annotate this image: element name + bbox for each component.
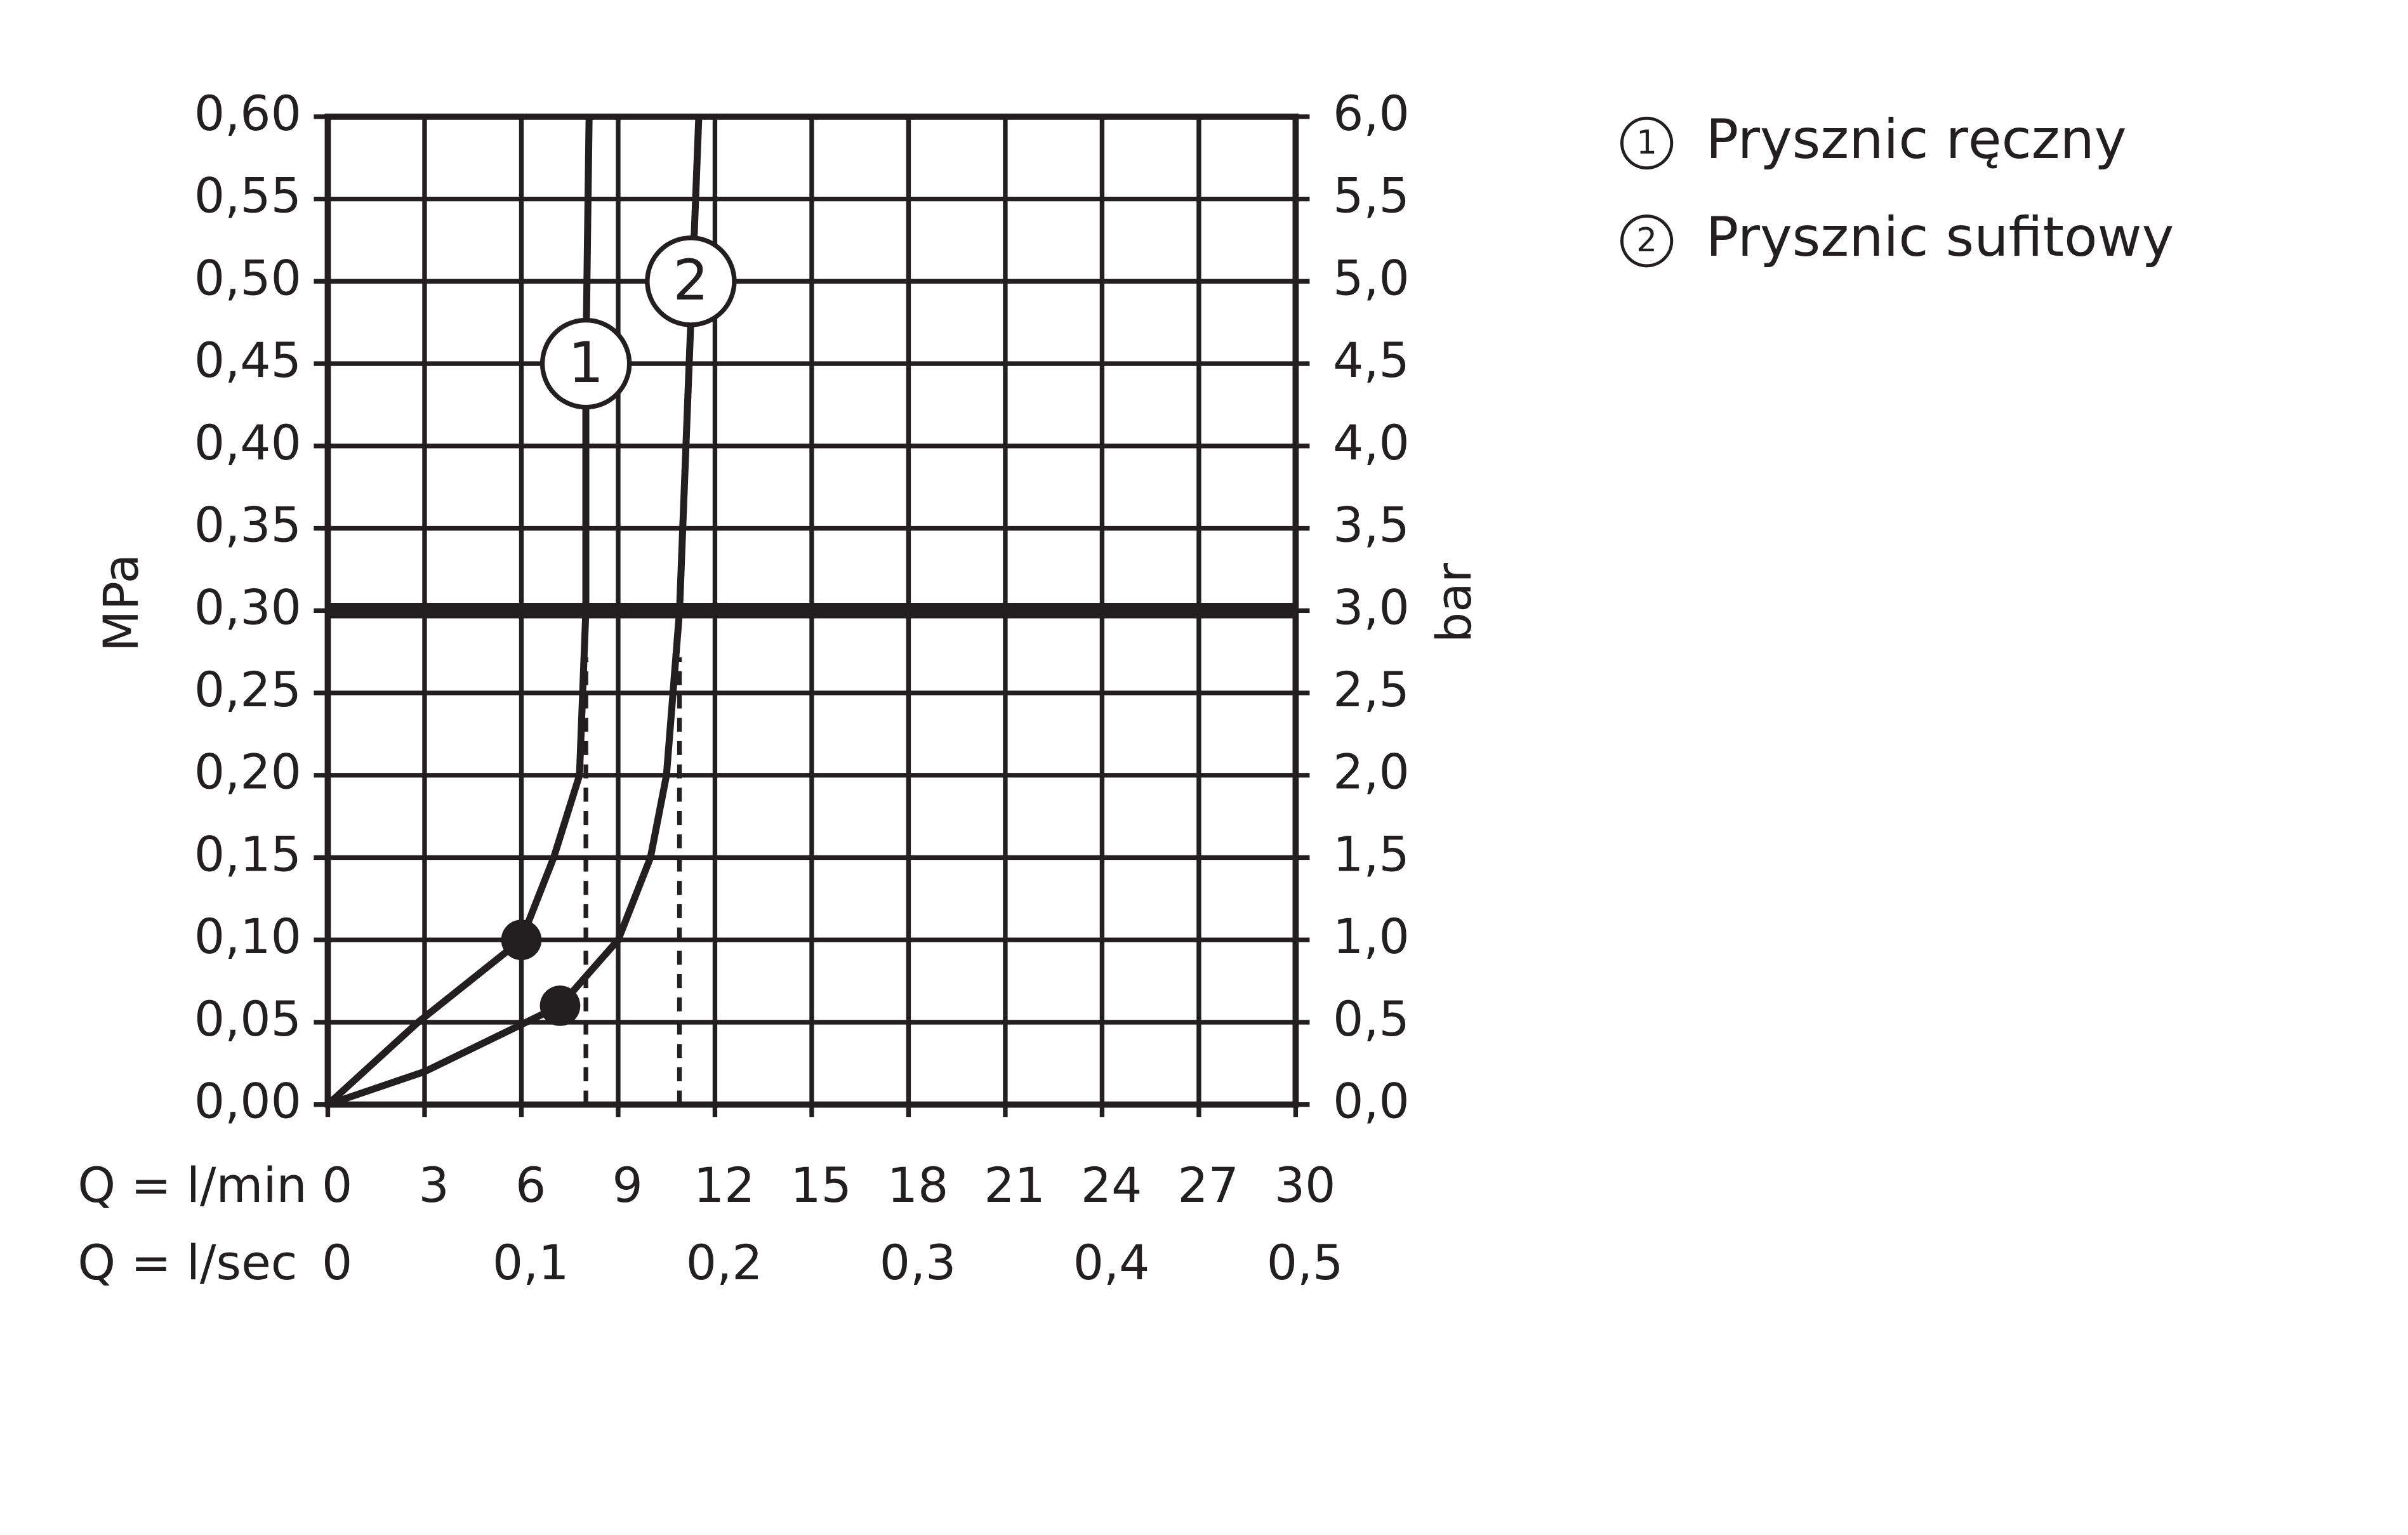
y2-tick-label: 3,5 bbox=[1333, 497, 1410, 553]
y2-tick-label: 4,0 bbox=[1333, 415, 1410, 471]
y-tick-label: 0,60 bbox=[194, 86, 301, 142]
x-tick-label: 3 bbox=[419, 1157, 449, 1213]
y2-tick-label: 1,0 bbox=[1333, 909, 1410, 965]
y-tick-label: 0,10 bbox=[194, 909, 301, 965]
y2-tick-label: 2,5 bbox=[1333, 662, 1410, 718]
y2-tick-label: 2,0 bbox=[1333, 744, 1410, 800]
series-badge bbox=[645, 235, 737, 327]
y-tick-label: 0,40 bbox=[194, 415, 301, 471]
y-tick-label: 0,25 bbox=[194, 662, 301, 718]
x-tick-label: 21 bbox=[984, 1157, 1045, 1213]
x-tick-label: 12 bbox=[694, 1157, 755, 1213]
y2-tick-label: 0,0 bbox=[1333, 1074, 1410, 1130]
x2-tick-label: 0,3 bbox=[880, 1235, 956, 1291]
legend-label: Prysznic sufitowy bbox=[1706, 206, 2174, 269]
series-badge-label: 1 bbox=[568, 330, 604, 395]
x2-tick-label: 0,1 bbox=[493, 1235, 569, 1291]
y-tick-label: 0,30 bbox=[194, 579, 301, 635]
x2-axis-label: Q = l/sec bbox=[77, 1235, 297, 1291]
y2-tick-label: 0,5 bbox=[1333, 991, 1410, 1047]
series-badge-label: 2 bbox=[673, 247, 708, 313]
y2-tick-label: 5,0 bbox=[1333, 250, 1410, 306]
y-tick-label: 0,50 bbox=[194, 250, 301, 306]
point-marker bbox=[539, 985, 581, 1026]
x-tick-label: 6 bbox=[515, 1157, 546, 1213]
x-tick-label: 27 bbox=[1177, 1157, 1239, 1213]
y2-axis-label: bar bbox=[1426, 562, 1482, 643]
x-tick-label: 24 bbox=[1081, 1157, 1142, 1213]
x2-tick-label: 0 bbox=[322, 1235, 352, 1291]
series-badge bbox=[539, 317, 632, 410]
y2-tick-label: 6,0 bbox=[1333, 86, 1410, 142]
x2-tick-label: 0,5 bbox=[1267, 1235, 1344, 1291]
legend-badge bbox=[1620, 214, 1674, 268]
y-tick-label: 0,55 bbox=[194, 168, 301, 224]
legend-badge-label: 2 bbox=[1636, 221, 1657, 260]
x-tick-label: 0 bbox=[322, 1157, 352, 1213]
y2-tick-label: 1,5 bbox=[1333, 826, 1410, 882]
y-tick-label: 0,35 bbox=[194, 497, 301, 553]
y-tick-label: 0,20 bbox=[194, 744, 301, 800]
y2-tick-label: 4,5 bbox=[1333, 333, 1410, 388]
x2-tick-label: 0,2 bbox=[686, 1235, 763, 1291]
y-tick-label: 0,15 bbox=[194, 826, 301, 882]
y-tick-label: 0,45 bbox=[194, 333, 301, 388]
x2-tick-label: 0,4 bbox=[1073, 1235, 1150, 1291]
legend-badge bbox=[1620, 116, 1674, 170]
y-axis-label: MPa bbox=[93, 554, 149, 652]
x-tick-label: 9 bbox=[612, 1157, 643, 1213]
y2-tick-label: 3,0 bbox=[1333, 579, 1410, 635]
x-tick-label: 30 bbox=[1274, 1157, 1336, 1213]
legend-badge-label: 1 bbox=[1636, 124, 1657, 162]
y-tick-label: 0,05 bbox=[194, 991, 301, 1047]
x-tick-label: 18 bbox=[887, 1157, 949, 1213]
y-tick-label: 0,00 bbox=[194, 1074, 301, 1130]
point-marker bbox=[501, 919, 542, 961]
y2-tick-label: 5,5 bbox=[1333, 168, 1410, 224]
x-axis-label: Q = l/min bbox=[77, 1157, 307, 1213]
legend-label: Prysznic ręczny bbox=[1706, 108, 2127, 171]
x-tick-label: 15 bbox=[790, 1157, 852, 1213]
